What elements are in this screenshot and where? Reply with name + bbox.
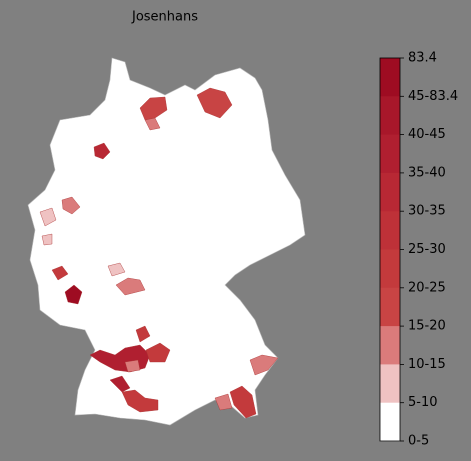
colorbar-band — [380, 58, 400, 97]
colorbar-band — [380, 211, 400, 250]
colorbar-label: 0-5 — [408, 434, 429, 449]
region — [249, 354, 279, 376]
colorbar-band — [380, 287, 400, 327]
region — [115, 277, 146, 296]
region — [121, 389, 159, 413]
regions — [39, 87, 279, 419]
region — [145, 342, 171, 363]
colorbar-label: 15-20 — [408, 319, 446, 334]
colorbar-label: 83.4 — [408, 51, 437, 66]
region — [61, 196, 81, 215]
colorbar: 83.4 45-83.4 40-45 35-40 30-35 25-30 20-25 15-2… — [379, 51, 458, 449]
colorbar-band — [380, 172, 400, 212]
region — [51, 265, 69, 281]
colorbar-band — [380, 249, 400, 289]
colorbar-label: 5-10 — [408, 395, 438, 410]
colorbar-label: 40-45 — [408, 127, 446, 142]
region — [41, 233, 53, 246]
colorbar-label: 45-83.4 — [408, 89, 458, 104]
colorbar-band — [380, 326, 400, 365]
colorbar-band — [380, 402, 400, 442]
colorbar-label: 30-35 — [408, 204, 446, 219]
colorbar-band — [380, 134, 400, 174]
region — [39, 207, 57, 227]
colorbar-label: 20-25 — [408, 280, 446, 295]
colorbar-label: 10-15 — [408, 357, 446, 372]
colorbar-label: 35-40 — [408, 165, 446, 180]
map-title: Josenhans — [131, 10, 198, 25]
region — [124, 359, 141, 373]
region — [93, 142, 111, 160]
colorbar-band — [380, 96, 400, 136]
region — [107, 262, 126, 277]
region — [229, 385, 257, 419]
region — [196, 87, 233, 119]
region — [214, 393, 233, 411]
colorbar-label: 25-30 — [408, 242, 446, 257]
region — [144, 117, 161, 131]
region — [64, 284, 83, 305]
germany-map — [27, 57, 306, 426]
region — [109, 375, 131, 393]
region — [135, 325, 151, 343]
colorbar-band — [380, 364, 400, 404]
